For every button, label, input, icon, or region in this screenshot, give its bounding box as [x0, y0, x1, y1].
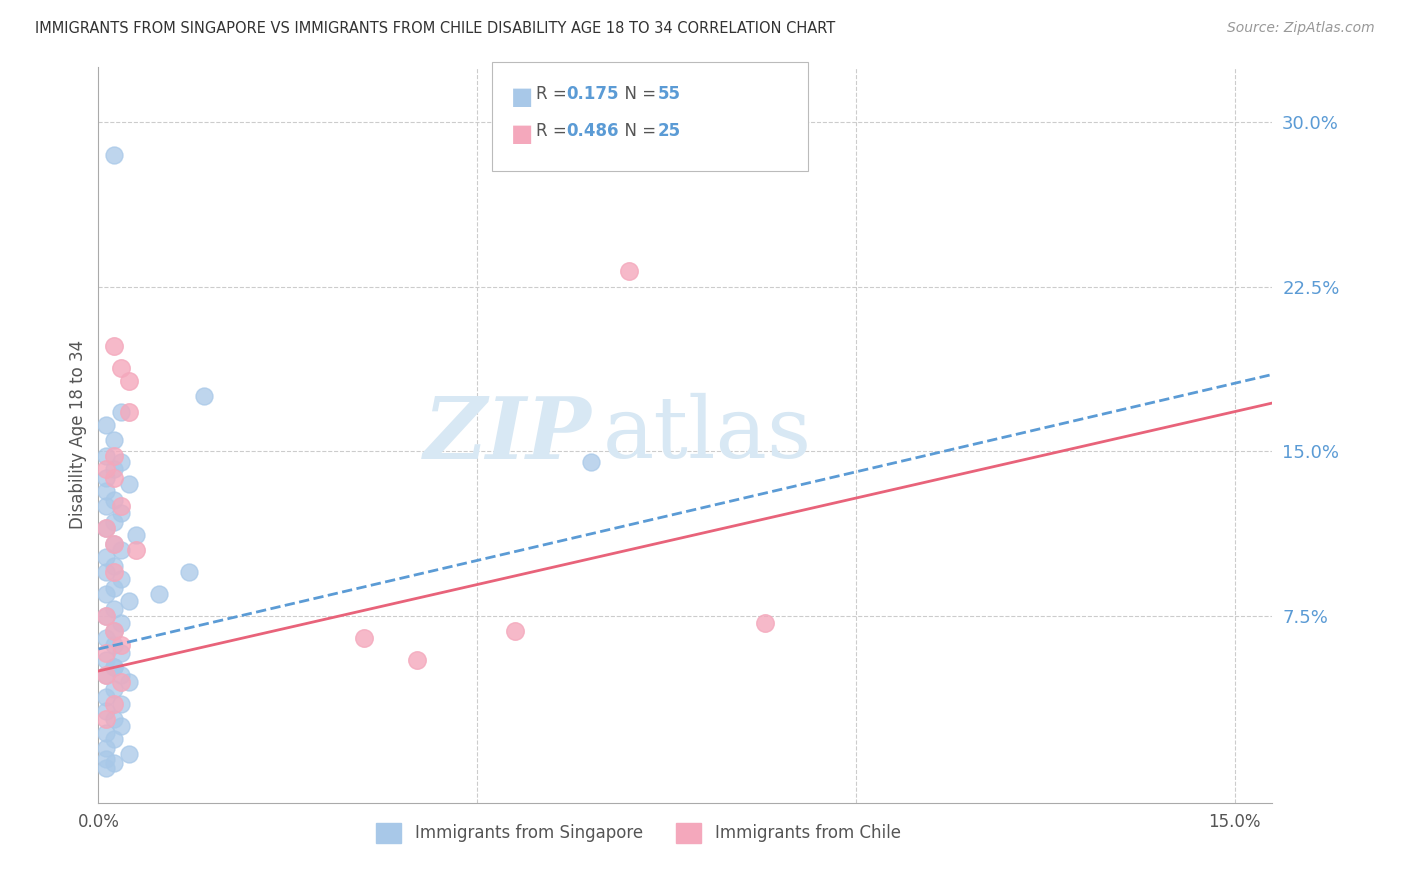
Point [94, 653, 117, 667]
Point [617, 264, 640, 278]
Point [94, 609, 117, 624]
Text: 55: 55 [658, 85, 681, 103]
Point [103, 624, 125, 639]
Point [103, 638, 125, 652]
Text: 0.486: 0.486 [567, 122, 619, 140]
Text: ZIP: ZIP [423, 393, 592, 476]
Point [103, 492, 125, 507]
Point [110, 647, 132, 661]
Point [110, 615, 132, 630]
Text: N =: N = [614, 122, 662, 140]
Point [94, 704, 117, 718]
Point [103, 681, 125, 696]
Point [94, 565, 117, 579]
Point [94, 725, 117, 739]
Point [103, 536, 125, 550]
Point [94, 483, 117, 498]
Point [110, 572, 132, 586]
Point [110, 360, 132, 375]
Point [193, 389, 215, 403]
Point [103, 565, 125, 579]
Legend: Immigrants from Singapore, Immigrants from Chile: Immigrants from Singapore, Immigrants fr… [370, 816, 907, 850]
Point [94, 668, 117, 682]
Text: ■: ■ [510, 85, 533, 109]
Point [103, 712, 125, 726]
Point [94, 712, 117, 726]
Point [94, 449, 117, 463]
Text: 25: 25 [658, 122, 681, 140]
Point [110, 455, 132, 469]
Point [110, 638, 132, 652]
Point [118, 374, 141, 388]
Point [94, 417, 117, 432]
Point [118, 477, 141, 491]
Point [103, 558, 125, 573]
Point [118, 675, 141, 690]
Point [179, 565, 201, 579]
Point [94, 761, 117, 775]
Point [125, 528, 148, 542]
Point [103, 339, 125, 353]
Point [103, 434, 125, 448]
Point [353, 631, 375, 645]
Point [94, 752, 117, 766]
Point [103, 756, 125, 771]
Point [125, 543, 148, 558]
Point [110, 506, 132, 520]
Point [94, 690, 117, 705]
Point [118, 405, 141, 419]
Point [94, 549, 117, 564]
Point [754, 615, 776, 630]
Point [110, 719, 132, 733]
Text: 0.175: 0.175 [567, 85, 619, 103]
Point [94, 647, 117, 661]
Point [94, 471, 117, 485]
Text: atlas: atlas [603, 393, 813, 476]
Point [503, 624, 526, 639]
Point [110, 405, 132, 419]
Point [110, 668, 132, 682]
Point [110, 697, 132, 711]
Point [94, 521, 117, 535]
Point [94, 740, 117, 755]
Point [103, 697, 125, 711]
Point [579, 455, 602, 469]
Point [103, 732, 125, 747]
Point [103, 462, 125, 476]
Point [118, 593, 141, 607]
Point [103, 449, 125, 463]
Point [94, 462, 117, 476]
Text: Source: ZipAtlas.com: Source: ZipAtlas.com [1227, 21, 1375, 35]
Point [94, 521, 117, 535]
Text: ■: ■ [510, 122, 533, 146]
Point [103, 148, 125, 162]
Point [103, 659, 125, 673]
Point [110, 543, 132, 558]
Point [118, 747, 141, 762]
Text: IMMIGRANTS FROM SINGAPORE VS IMMIGRANTS FROM CHILE DISABILITY AGE 18 TO 34 CORRE: IMMIGRANTS FROM SINGAPORE VS IMMIGRANTS … [35, 21, 835, 36]
Point [405, 653, 427, 667]
Point [103, 581, 125, 595]
Point [94, 587, 117, 601]
Point [148, 587, 170, 601]
Point [103, 536, 125, 550]
Text: N =: N = [614, 85, 662, 103]
Y-axis label: Disability Age 18 to 34: Disability Age 18 to 34 [69, 340, 87, 530]
Point [103, 624, 125, 639]
Point [110, 500, 132, 514]
Text: R =: R = [536, 85, 572, 103]
Point [94, 631, 117, 645]
Point [110, 675, 132, 690]
Point [103, 602, 125, 616]
Point [103, 659, 125, 673]
Point [94, 500, 117, 514]
Point [103, 515, 125, 529]
Text: R =: R = [536, 122, 572, 140]
Point [94, 668, 117, 682]
Point [94, 609, 117, 624]
Point [103, 471, 125, 485]
